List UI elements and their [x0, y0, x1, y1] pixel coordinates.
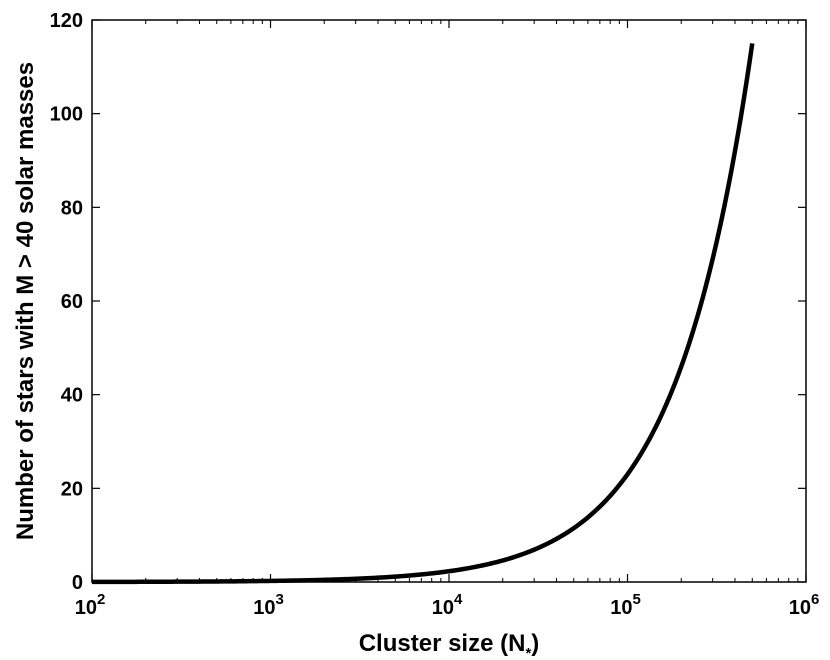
x-tick-label: 104 — [432, 591, 463, 619]
x-tick-label: 103 — [253, 591, 284, 619]
x-tick-label: 105 — [610, 591, 641, 619]
x-tick-label: 106 — [789, 591, 820, 619]
x-tick-label: 102 — [75, 591, 106, 619]
y-tick-label: 20 — [61, 478, 83, 500]
y-axis-label: Number of stars with M > 40 solar masses — [12, 62, 39, 540]
plot-frame — [91, 19, 807, 583]
y-tick-label: 0 — [72, 572, 83, 594]
plot-area — [92, 20, 806, 582]
y-tick-label: 80 — [61, 197, 83, 219]
y-tick-label: 40 — [61, 385, 83, 407]
y-tick-label: 60 — [61, 291, 83, 313]
y-tick-label: 100 — [50, 104, 83, 126]
y-tick-label: 120 — [50, 10, 83, 32]
x-tick-labels: 102 103 104 105 106 — [75, 591, 820, 619]
x-axis-label: Cluster size (N*) — [359, 630, 540, 660]
y-tick-labels: 0 20 40 60 80 100 120 — [50, 10, 83, 594]
